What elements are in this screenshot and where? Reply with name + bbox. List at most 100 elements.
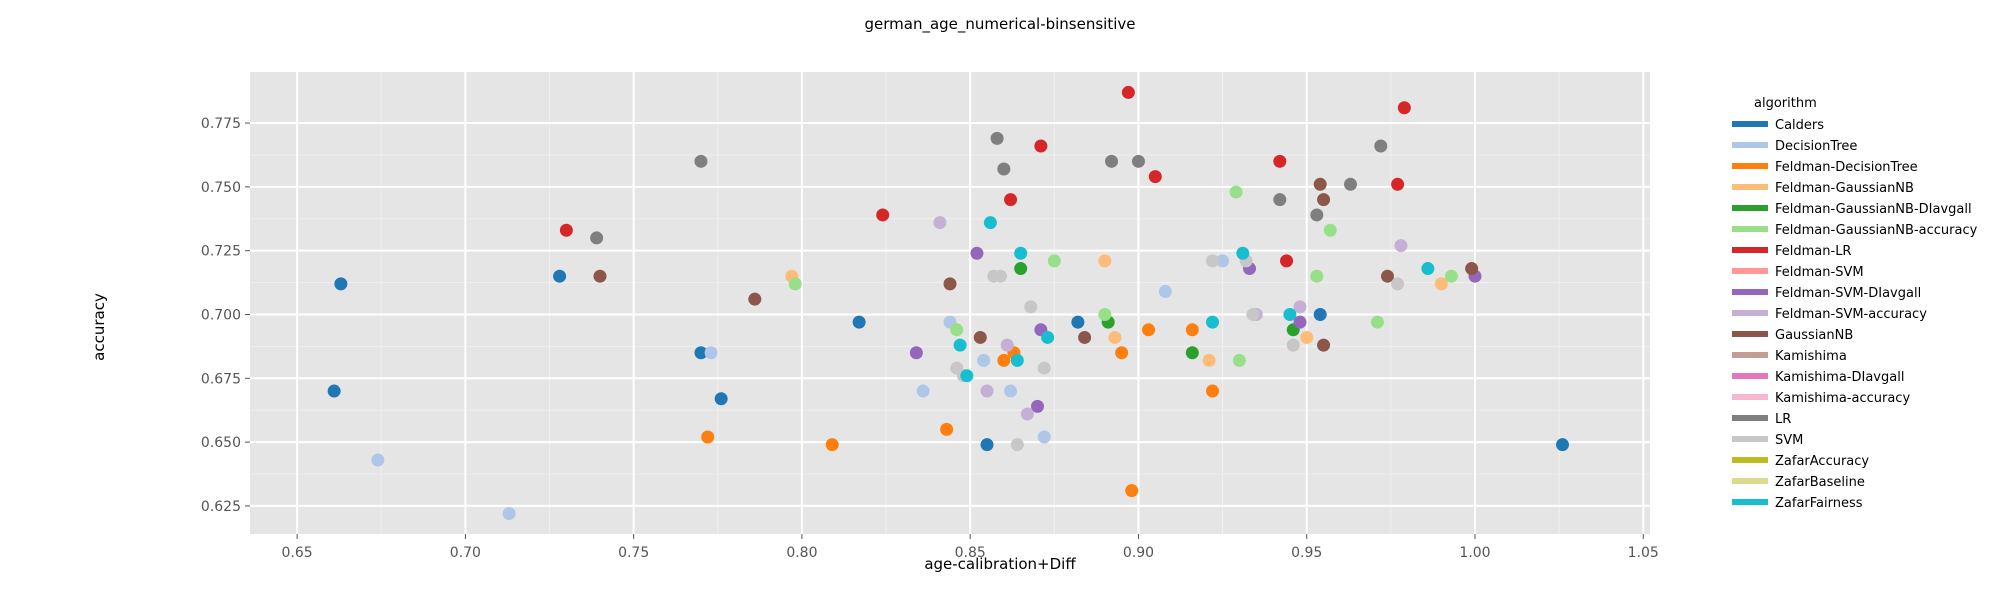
legend-swatch — [1732, 331, 1768, 337]
scatter-point — [1343, 177, 1357, 191]
scatter-point — [1465, 262, 1479, 276]
scatter-point — [1293, 315, 1307, 329]
scatter-point — [1000, 338, 1014, 352]
scatter-point — [980, 384, 994, 398]
legend-label: LR — [1775, 412, 1791, 427]
legend-label: GaussianNB — [1775, 328, 1853, 343]
scatter-point — [1105, 154, 1119, 168]
scatter-point — [1185, 323, 1199, 337]
scatter-point — [1273, 154, 1287, 168]
plot-panel — [250, 72, 1650, 534]
scatter-point — [997, 353, 1011, 367]
legend-swatch — [1732, 436, 1768, 442]
scatter-point — [1020, 407, 1034, 421]
scatter-point — [916, 384, 930, 398]
legend-label: Feldman-SVM — [1775, 265, 1864, 280]
scatter-point — [1148, 170, 1162, 184]
scatter-point — [502, 507, 516, 521]
scatter-point — [334, 277, 348, 291]
legend-swatch — [1732, 163, 1768, 169]
x-tick-label: 1.00 — [1459, 545, 1490, 561]
scatter-point — [997, 162, 1011, 176]
legend-label: ZafarAccuracy — [1775, 454, 1869, 469]
scatter-point — [1202, 353, 1216, 367]
x-axis-ticks: 0.65 0.70 0.75 0.80 0.85 0.90 0.95 1.00 1.05 — [282, 534, 1659, 561]
scatter-point — [973, 330, 987, 344]
legend-title: algorithm — [1754, 96, 1817, 111]
legend-swatch — [1732, 121, 1768, 127]
x-tick-label: 0.85 — [955, 545, 986, 561]
scatter-point — [1391, 177, 1405, 191]
scatter-point — [1185, 346, 1199, 360]
scatter-point — [371, 453, 385, 467]
scatter-point — [852, 315, 866, 329]
y-tick-label: 0.725 — [201, 244, 241, 260]
scatter-point — [1300, 330, 1314, 344]
scatter-point — [1098, 254, 1112, 268]
scatter-point — [980, 438, 994, 452]
legend-label: Feldman-SVM-accuracy — [1775, 307, 1927, 322]
legend-label: ZafarFairness — [1775, 496, 1863, 511]
scatter-point — [993, 269, 1007, 283]
scatter-point — [1283, 307, 1297, 321]
scatter-point — [593, 269, 607, 283]
scatter-point — [553, 269, 567, 283]
scatter-point — [1310, 208, 1324, 222]
x-axis-title: age-calibration+Diff — [924, 555, 1076, 573]
legend-swatch — [1732, 499, 1768, 505]
scatter-point — [1024, 300, 1038, 314]
y-tick-label: 0.700 — [201, 307, 241, 323]
scatter-point — [1142, 323, 1156, 337]
scatter-point — [1078, 330, 1092, 344]
scatter-point — [1115, 346, 1129, 360]
scatter-point — [970, 246, 984, 260]
scatter-point — [1370, 315, 1384, 329]
scatter-point — [1394, 239, 1408, 253]
x-tick-label: 0.95 — [1291, 545, 1322, 561]
scatter-point — [590, 231, 604, 245]
legend-label: Feldman-LR — [1775, 244, 1851, 259]
scatter-point — [1037, 430, 1051, 444]
scatter-point — [1236, 246, 1250, 260]
x-tick-label: 0.75 — [618, 545, 649, 561]
legend-label: Kamishima-DIavgall — [1775, 370, 1904, 385]
legend: algorithm Calders DecisionTree Feldman-Dec… — [1732, 96, 1978, 511]
legend-label: Calders — [1775, 118, 1824, 133]
scatter-point — [1293, 300, 1307, 314]
scatter-point — [1034, 139, 1048, 153]
scatter-point — [1031, 399, 1044, 413]
scatter-point — [559, 223, 573, 237]
x-tick-label: 0.65 — [282, 545, 313, 561]
major-grid — [250, 72, 1650, 534]
scatter-point — [1310, 269, 1324, 283]
y-axis-title: accuracy — [90, 293, 108, 361]
legend-label: Feldman-GaussianNB-DIavgall — [1775, 202, 1972, 217]
legend-label: SVM — [1775, 433, 1803, 448]
legend-swatch — [1732, 184, 1768, 190]
x-tick-label: 0.90 — [1123, 545, 1154, 561]
scatter-point — [788, 277, 802, 291]
scatter-point — [1121, 85, 1135, 99]
scatter-point — [1246, 307, 1260, 321]
scatter-point — [1206, 315, 1219, 329]
scatter-point — [977, 353, 991, 367]
scatter-point — [1010, 438, 1024, 452]
scatter-point — [1421, 262, 1435, 276]
scatter-point — [1014, 262, 1028, 276]
x-tick-label: 1.05 — [1628, 545, 1659, 561]
scatter-point — [1317, 193, 1331, 207]
legend-swatch — [1732, 226, 1768, 232]
y-axis-ticks: 0.625 0.650 0.675 0.700 0.725 0.750 0.775 — [201, 116, 250, 515]
scatter-point — [1206, 384, 1219, 398]
legend-swatch — [1732, 415, 1768, 421]
legend-label: Feldman-GaussianNB-accuracy — [1775, 223, 1978, 238]
legend-label: Kamishima — [1775, 349, 1847, 364]
scatter-point — [1010, 353, 1024, 367]
scatter-point — [1374, 139, 1388, 153]
scatter-point — [1125, 484, 1139, 498]
scatter-point — [825, 438, 839, 452]
legend-label: ZafarBaseline — [1775, 475, 1865, 490]
legend-swatch — [1732, 394, 1768, 400]
scatter-point — [1444, 269, 1458, 283]
y-tick-label: 0.625 — [201, 499, 241, 515]
